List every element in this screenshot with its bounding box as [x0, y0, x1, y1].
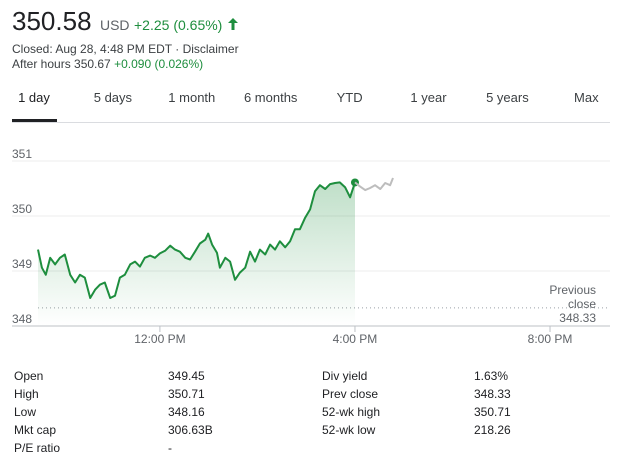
stat-value: 348.33	[474, 387, 511, 401]
y-tick-label: 351	[12, 147, 32, 161]
tab[interactable]: Max	[574, 90, 599, 105]
stat-value: 348.16	[168, 405, 205, 419]
stat-value: -	[168, 441, 172, 455]
price: 350.58	[12, 6, 92, 36]
stat-label: Open	[14, 369, 44, 383]
stat-label: P/E ratio	[14, 441, 61, 455]
stat-label: Mkt cap	[14, 423, 57, 437]
status: Closed: Aug 28, 4:48 PM EDT	[12, 42, 172, 56]
y-tick-label: 349	[12, 257, 32, 271]
stat-label: 52-wk high	[322, 405, 381, 419]
previous-close-value: 348.33	[559, 311, 596, 325]
after-hours-line: After hours 350.67 +0.090 (0.026%)	[12, 57, 203, 71]
tab-underline	[12, 119, 57, 122]
divider	[12, 122, 610, 123]
up-arrow	[227, 18, 238, 30]
y-tick-label: 348	[12, 312, 32, 326]
tab[interactable]: 5 years	[486, 90, 529, 105]
stat-label: Prev close	[322, 387, 379, 401]
quote-line: 350.58 USD +2.25 (0.65%)	[12, 6, 239, 37]
stat-value: 350.71	[474, 405, 511, 419]
after-hours: After hours 350.67	[12, 57, 111, 71]
previous-close-note: Previous close 348.33	[548, 283, 596, 325]
tab[interactable]: YTD	[336, 90, 363, 105]
tab[interactable]: 1 month	[168, 90, 216, 105]
tab[interactable]: 1 year	[410, 90, 447, 105]
tab[interactable]: 1 day	[18, 90, 50, 105]
x-tick-label: 4:00 PM	[333, 332, 378, 346]
currency: USD	[99, 17, 130, 33]
line	[37, 181, 356, 299]
tab[interactable]: 6 months	[243, 90, 298, 105]
x-tick-label: 8:00 PM	[528, 332, 573, 346]
separator: ·	[175, 42, 180, 56]
after-hours-change: +0.090 (0.026%)	[114, 57, 204, 71]
tab[interactable]: 5 days	[93, 90, 133, 105]
stat-value: 350.71	[168, 387, 205, 401]
chart: 348 349 350 351 12:00 PM 4:00 PM 8:00 PM	[12, 147, 610, 346]
stat-label: 52-wk low	[322, 423, 376, 437]
previous-close-label: Previous close	[549, 283, 596, 311]
stat-value: 1.63%	[474, 369, 509, 383]
stat-label: Div yield	[322, 369, 368, 383]
y-tick-label: 350	[12, 202, 32, 216]
status-line: Closed: Aug 28, 4:48 PM EDT · Disclaimer	[12, 42, 239, 56]
line	[354, 177, 394, 192]
stat-label: High	[14, 387, 39, 401]
x-tick-label: 12:00 PM	[134, 332, 185, 346]
stat-value: 218.26	[474, 423, 511, 437]
area	[38, 182, 355, 326]
stat-value: 306.63B	[168, 423, 213, 437]
change: +2.25 (0.65%)	[134, 17, 223, 33]
stat-label: Low	[14, 405, 37, 419]
disclaimer[interactable]: Disclaimer	[182, 42, 239, 56]
stat-value: 349.45	[168, 369, 205, 383]
